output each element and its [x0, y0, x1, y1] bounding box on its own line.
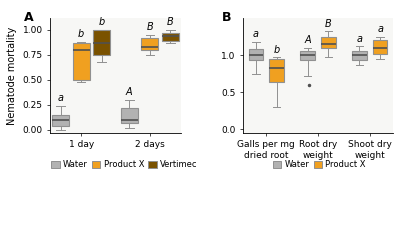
- Text: a: a: [377, 24, 383, 34]
- PathPatch shape: [249, 49, 263, 60]
- PathPatch shape: [121, 108, 138, 123]
- PathPatch shape: [300, 51, 315, 60]
- Text: b: b: [78, 29, 84, 39]
- PathPatch shape: [321, 37, 336, 48]
- Text: a: a: [58, 93, 64, 103]
- PathPatch shape: [141, 38, 158, 50]
- PathPatch shape: [373, 40, 387, 54]
- PathPatch shape: [352, 51, 367, 60]
- Text: A: A: [304, 35, 311, 45]
- PathPatch shape: [52, 115, 69, 126]
- Text: A: A: [126, 87, 132, 97]
- Text: a: a: [356, 34, 362, 44]
- Legend: Water, Product X: Water, Product X: [270, 157, 369, 172]
- Text: A: A: [24, 11, 34, 24]
- Text: B: B: [146, 22, 153, 32]
- Text: B: B: [325, 19, 332, 29]
- Y-axis label: Nematode mortality: Nematode mortality: [7, 26, 17, 125]
- Text: b: b: [99, 17, 105, 27]
- Text: b: b: [274, 45, 280, 55]
- Legend: Water, Product X, Vertimec: Water, Product X, Vertimec: [48, 157, 201, 172]
- Text: B: B: [167, 17, 174, 27]
- PathPatch shape: [72, 43, 90, 80]
- PathPatch shape: [162, 33, 179, 41]
- Text: a: a: [253, 29, 259, 39]
- PathPatch shape: [269, 59, 284, 82]
- Text: B: B: [222, 11, 232, 24]
- PathPatch shape: [93, 30, 110, 55]
